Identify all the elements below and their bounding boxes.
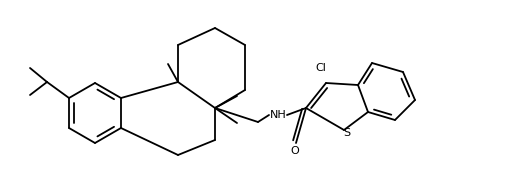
Text: Cl: Cl (315, 63, 326, 73)
Text: NH: NH (270, 110, 286, 120)
Text: S: S (343, 128, 350, 138)
Text: O: O (291, 146, 300, 156)
